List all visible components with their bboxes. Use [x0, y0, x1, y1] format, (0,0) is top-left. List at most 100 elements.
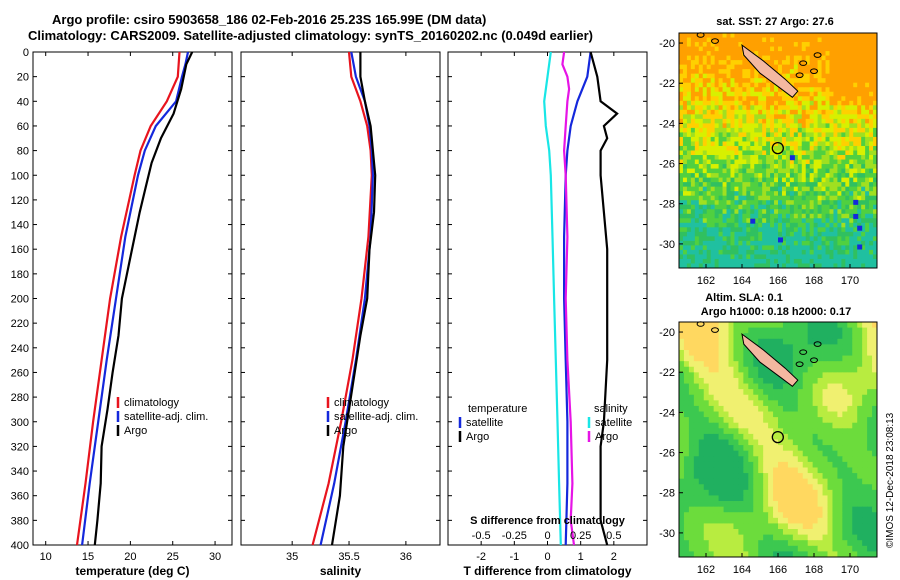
- map-cell: [714, 96, 719, 102]
- map-cell: [833, 177, 838, 183]
- map-cell: [710, 123, 716, 129]
- map-cell: [728, 517, 734, 524]
- map-cell: [789, 78, 795, 84]
- map-cell: [865, 150, 870, 156]
- map-cell: [679, 428, 685, 435]
- map-cell: [833, 78, 838, 84]
- map-cell: [679, 349, 685, 356]
- map-cell: [766, 33, 771, 38]
- map-cell: [768, 495, 774, 502]
- map-cell: [770, 96, 775, 102]
- map-cell: [821, 173, 826, 179]
- map-cell: [869, 132, 874, 138]
- map-cell: [753, 355, 759, 362]
- map-cell: [770, 46, 775, 52]
- map-cell: [722, 150, 727, 156]
- map-cell: [750, 240, 755, 246]
- map-cell: [714, 42, 719, 47]
- map-cell: [862, 377, 868, 384]
- map-cell: [792, 417, 799, 424]
- map-cell: [733, 489, 739, 496]
- map-cell: [867, 495, 873, 502]
- map-cell: [758, 123, 763, 129]
- map-cell: [698, 254, 704, 260]
- map-cell: [857, 222, 862, 228]
- map-cell: [686, 258, 692, 264]
- map-cell: [809, 109, 815, 115]
- map-cell: [758, 37, 763, 43]
- map-cell: [728, 540, 734, 547]
- map-cell: [694, 145, 700, 151]
- map-cell: [746, 249, 751, 255]
- map-cell: [852, 394, 858, 401]
- map-cell: [809, 236, 815, 242]
- map-cell: [817, 173, 822, 179]
- map-cell: [785, 51, 791, 56]
- map-cell: [797, 91, 803, 97]
- map-cell: [718, 123, 723, 129]
- map-cell: [698, 422, 705, 429]
- map-cell: [829, 96, 834, 102]
- map-cell: [723, 428, 729, 435]
- map-cell: [837, 69, 842, 75]
- map-cell: [694, 168, 700, 174]
- map-cell: [872, 501, 878, 508]
- map-cell: [686, 155, 692, 160]
- map-cell: [748, 450, 754, 457]
- map-cell: [728, 506, 734, 513]
- map-cell: [742, 182, 747, 188]
- map-cell: [679, 344, 685, 351]
- map-cell: [832, 523, 838, 530]
- map-cell: [778, 69, 783, 75]
- map-cell: [743, 484, 749, 491]
- map-cell: [817, 445, 823, 452]
- map-cell: [728, 529, 734, 536]
- map-cell: [703, 372, 710, 379]
- map-cell: [812, 450, 818, 457]
- map-cell: [789, 168, 795, 174]
- map-cell: [718, 523, 724, 530]
- map-cell: [812, 467, 818, 474]
- map-cell: [853, 231, 858, 237]
- map-cell: [872, 372, 878, 379]
- map-cell: [817, 150, 822, 156]
- map-cell: [738, 118, 743, 124]
- map-cell: [683, 495, 690, 502]
- map-cell: [872, 333, 878, 340]
- map-cell: [805, 204, 811, 210]
- map-cell: [867, 361, 873, 368]
- map-cell: [758, 484, 764, 491]
- map-cell: [762, 114, 767, 120]
- map-cell: [867, 473, 873, 480]
- map-cell: [813, 195, 818, 201]
- map-cell: [829, 60, 834, 66]
- map-cell: [693, 456, 700, 463]
- map-cell: [833, 236, 838, 242]
- map-cell: [726, 222, 731, 228]
- map-cell: [693, 400, 700, 407]
- map-cell: [742, 123, 747, 129]
- map-cell: [853, 100, 858, 106]
- map-cell: [730, 91, 735, 97]
- map-cell: [801, 118, 807, 124]
- map-cell: [813, 155, 818, 160]
- map-cell: [817, 87, 822, 93]
- map-cell: [702, 145, 708, 151]
- map-cell: [726, 51, 731, 56]
- map-cell: [748, 433, 754, 440]
- map-cell: [683, 517, 690, 524]
- map-cell: [817, 213, 822, 219]
- map-cell: [833, 109, 838, 115]
- map-cell: [693, 484, 700, 491]
- map-cell: [853, 159, 858, 165]
- map-cell: [847, 377, 853, 384]
- map-cell: [774, 168, 779, 174]
- map-cell: [708, 333, 715, 340]
- map-cell: [827, 473, 833, 480]
- map-cell: [753, 506, 759, 513]
- map-cell: [778, 506, 784, 513]
- map-cell: [679, 249, 684, 255]
- xtick-label-temperature-4: 30: [209, 551, 221, 563]
- map-cell: [748, 489, 754, 496]
- map-cell: [865, 87, 870, 93]
